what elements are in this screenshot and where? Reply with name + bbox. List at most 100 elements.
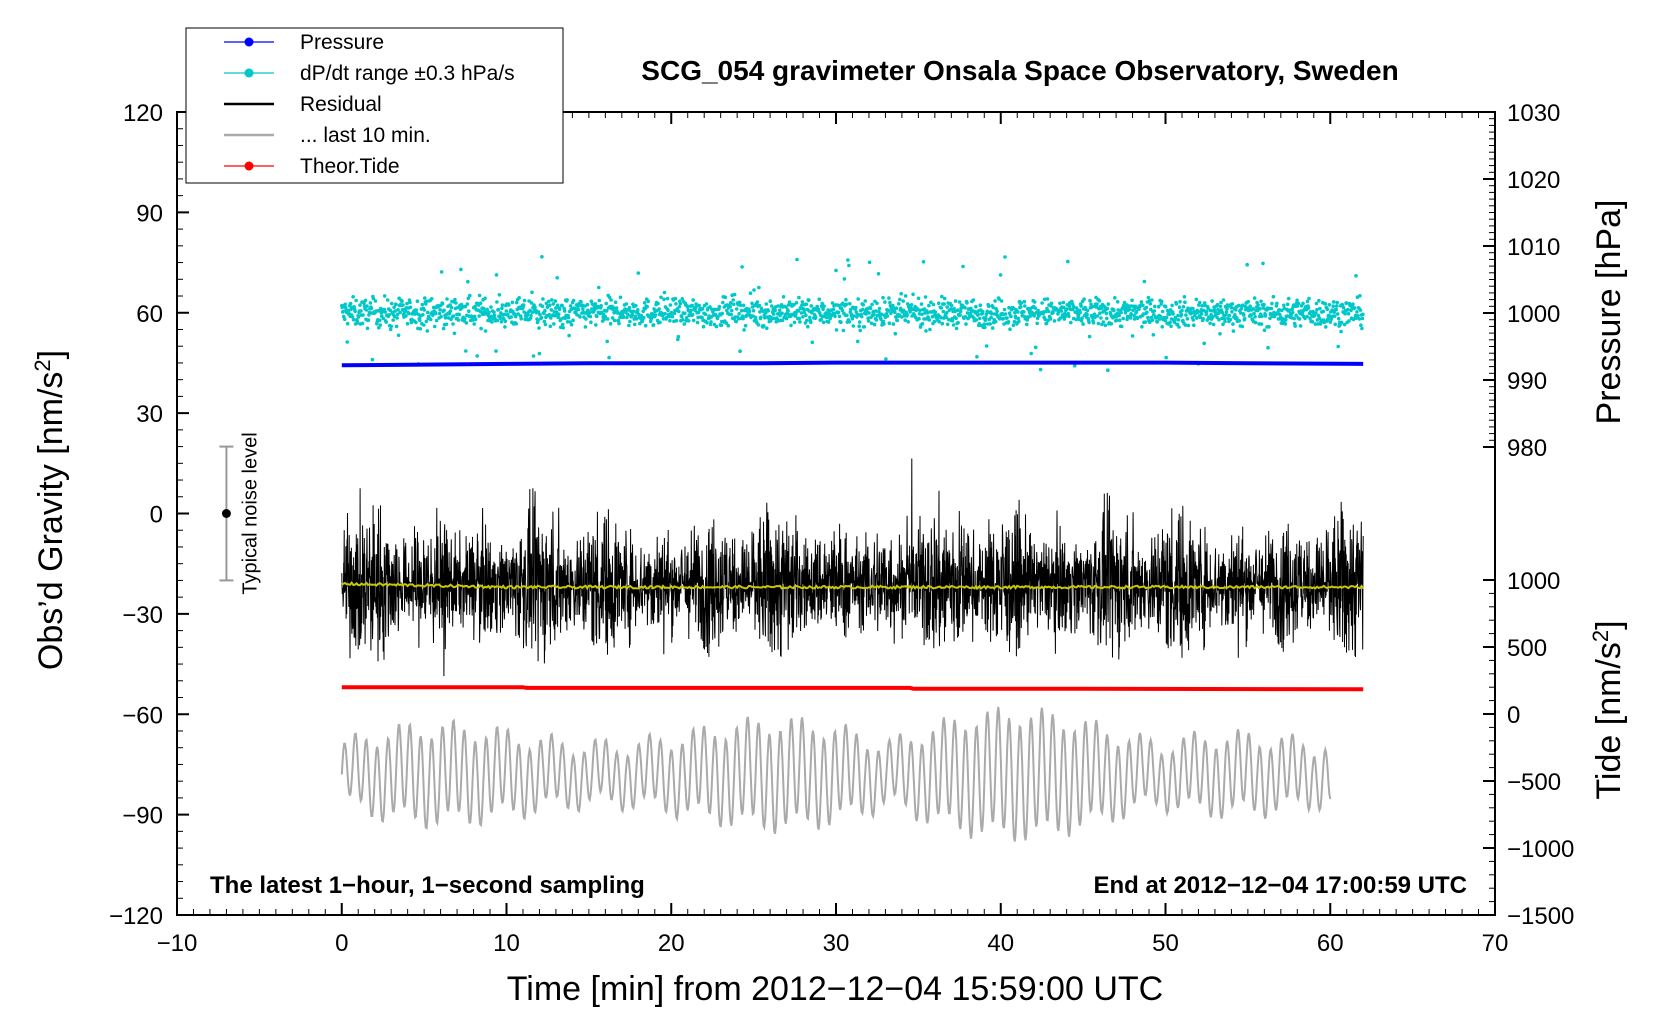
dpdt-point [997,297,1001,301]
dpdt-point [1099,316,1103,320]
dpdt-point [1081,322,1085,326]
dpdt-point [942,302,946,306]
dpdt-point [893,331,898,336]
y-tide-tick-label: 500 [1507,635,1547,662]
dpdt-point [1245,262,1249,267]
dpdt-point [684,319,688,323]
dpdt-point [1167,312,1172,317]
dpdt-point [1259,322,1264,326]
dpdt-point [1231,322,1235,326]
dpdt-point [513,314,518,319]
dpdt-point [565,298,569,302]
dpdt-point [499,320,504,324]
dpdt-point [848,301,852,306]
dpdt-point [1217,317,1221,322]
y-left-tick-label: −30 [122,602,163,629]
dpdt-point [1158,314,1163,319]
dpdt-point [447,312,452,316]
dpdt-point [1258,306,1262,311]
dpdt-point [724,321,729,325]
dpdt-point [1176,318,1181,322]
dpdt-point [363,298,368,303]
noise-level-indicator: Typical noise level [219,432,261,595]
dpdt-point [543,308,547,313]
dpdt-point [691,318,696,323]
dpdt-point [1115,300,1120,304]
dpdt-point [604,301,608,306]
dpdt-point [1137,307,1141,311]
dpdt-point [1219,308,1224,312]
legend-label: Pressure [300,31,384,54]
dpdt-point [777,308,782,313]
dpdt-point [1117,318,1122,323]
dpdt-point [709,320,713,324]
dpdt-point [796,309,801,313]
dpdt-point [1210,315,1215,320]
dpdt-point [1256,303,1260,308]
dpdt-point [1061,300,1066,305]
dpdt-point [986,304,991,309]
dpdt-point [1113,296,1117,300]
dpdt-point [847,263,851,268]
dpdt-point [560,303,564,308]
dpdt-point [1104,311,1109,316]
dpdt-point [519,316,523,321]
dpdt-point [1305,299,1310,304]
dpdt-point [1346,307,1350,312]
legend-swatch-marker [244,37,254,47]
legend-item: Residual [224,93,382,116]
dpdt-point [798,320,802,324]
dpdt-point [531,354,536,358]
dpdt-point [452,331,457,336]
dpdt-point [955,308,960,313]
dpdt-point [605,317,610,321]
dpdt-point [1248,304,1252,309]
dpdt-point [874,318,879,322]
dpdt-point [483,296,487,301]
dpdt-point [1085,308,1090,313]
dpdt-point [551,302,556,306]
dpdt-point [442,308,446,313]
legend-swatch-marker [244,68,254,78]
dpdt-point [1252,311,1256,316]
dpdt-point [942,296,947,301]
dpdt-point [978,316,982,321]
dpdt-point [711,310,715,314]
dpdt-point [383,310,388,314]
dpdt-point [475,354,480,358]
dpdt-point [547,313,552,317]
dpdt-point [965,301,969,305]
dpdt-point [433,311,438,316]
dpdt-point [839,320,843,325]
y-axis-label-tide-main: Tide [nm/s [1590,642,1628,799]
dpdt-point [1263,314,1268,318]
dpdt-point [931,302,936,307]
dpdt-point [1163,304,1168,309]
dpdt-point [500,306,504,311]
dpdt-point [658,320,662,325]
dpdt-point [645,304,649,309]
dpdt-point [541,297,545,301]
dpdt-point [898,297,902,302]
dpdt-point [1342,322,1347,327]
dpdt-point [1163,318,1167,323]
dpdt-point [550,298,554,302]
dpdt-point [1221,322,1225,327]
dpdt-point [368,301,373,305]
annotation-sampling: The latest 1−hour, 1−second sampling [210,872,645,899]
dpdt-point [725,308,729,313]
dpdt-point [361,313,365,317]
dpdt-point [751,308,756,313]
dpdt-point [1331,304,1335,309]
dpdt-point [974,304,978,309]
dpdt-point [797,316,802,321]
dpdt-point [1253,314,1257,319]
dpdt-point [588,314,593,319]
series-pressure-line [341,360,1364,368]
dpdt-point [1262,328,1267,333]
dpdt-point [656,301,660,306]
dpdt-point [921,260,926,264]
dpdt-point [728,301,733,305]
dpdt-point [1074,306,1079,310]
dpdt-point [530,310,535,315]
